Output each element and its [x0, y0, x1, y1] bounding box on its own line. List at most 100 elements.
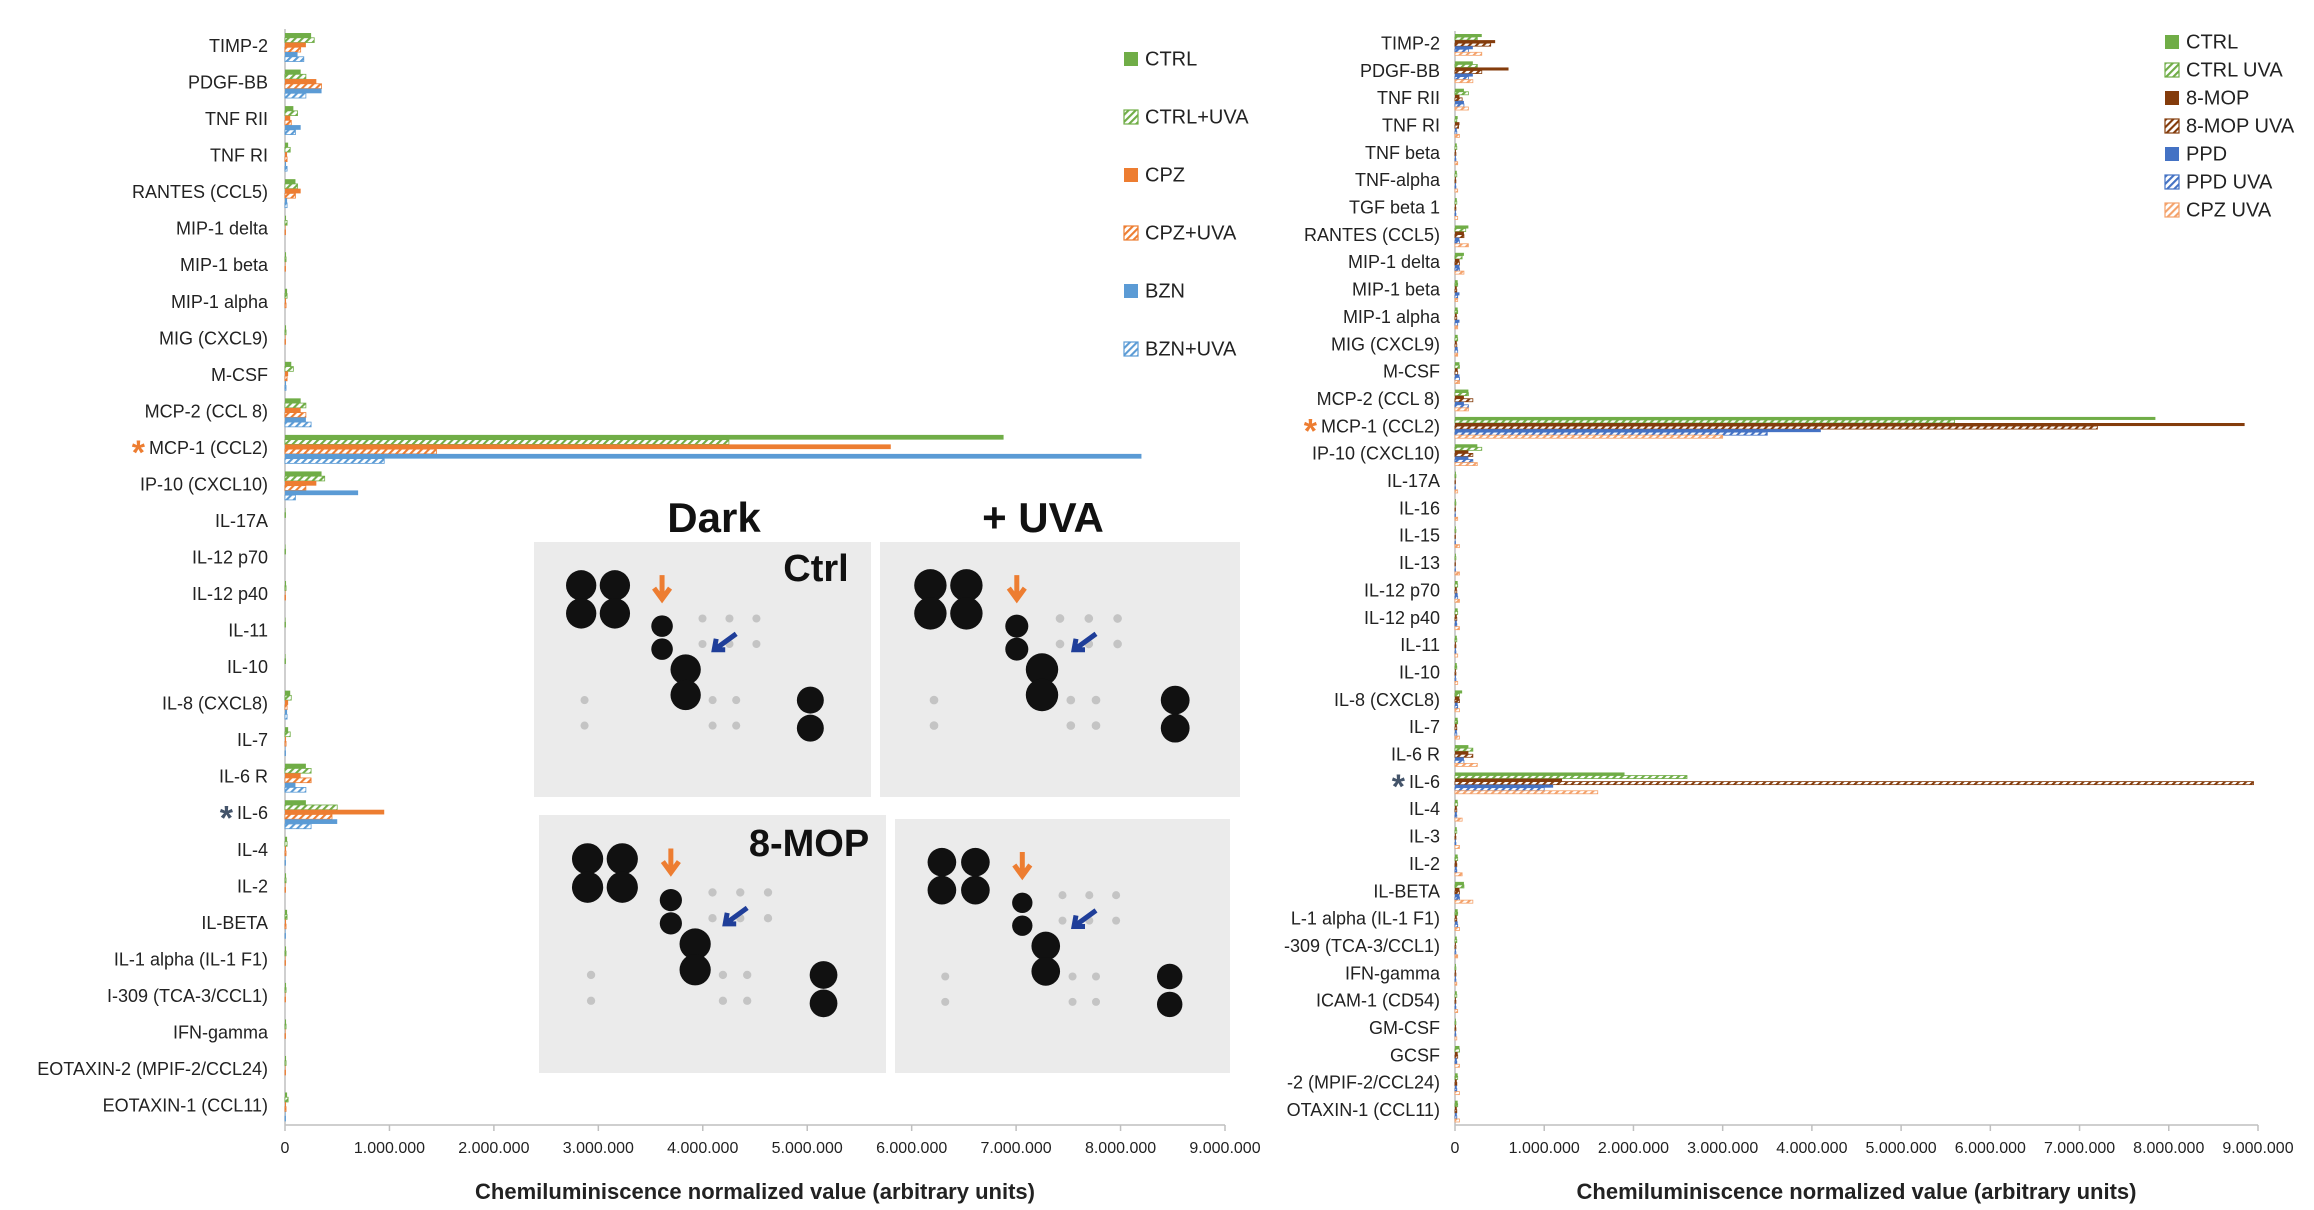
- bar: [1455, 1116, 1457, 1119]
- blot-spot: [743, 971, 751, 979]
- bar: [1455, 268, 1459, 271]
- bar: [1455, 955, 1458, 958]
- bar: [1455, 1028, 1456, 1031]
- bar: [285, 189, 301, 194]
- bar: [1455, 1092, 1459, 1095]
- bar: [1455, 900, 1473, 903]
- bar: [1455, 645, 1456, 648]
- category-label: IL-11: [1400, 635, 1440, 655]
- blot-spot: [725, 614, 733, 622]
- category-label: RANTES (CCL5): [1304, 225, 1440, 245]
- bar: [1455, 131, 1457, 134]
- bar: [1455, 371, 1458, 374]
- bar: [1455, 976, 1456, 979]
- category-label: TNF RII: [205, 109, 268, 129]
- bar: [285, 203, 287, 208]
- bar: [285, 198, 287, 203]
- bar: [285, 89, 322, 94]
- category-label: IL-6 R: [219, 767, 268, 787]
- category-label: OTAXIN-1 (CCL11): [1287, 1100, 1440, 1120]
- category-label: IL-6: [1409, 772, 1440, 792]
- bar: [1455, 845, 1459, 848]
- bar: [285, 266, 286, 271]
- category-label: MIP-1 delta: [1348, 252, 1441, 272]
- bar: [1455, 292, 1459, 295]
- bar: [1455, 146, 1457, 149]
- legend-label: CPZ: [1145, 164, 1185, 186]
- bar: [1455, 815, 1457, 818]
- bar: [1455, 1055, 1458, 1058]
- bar: [1455, 162, 1458, 165]
- bar: [1455, 61, 1473, 64]
- bar: [1455, 776, 1687, 779]
- bar: [1455, 666, 1457, 669]
- bar: [1455, 1000, 1456, 1003]
- bar: [285, 961, 286, 966]
- bar: [1455, 134, 1459, 137]
- bar: [1455, 408, 1468, 411]
- category-label: I-309 (TCA-3/CCL1): [107, 986, 268, 1006]
- blot-spot: [961, 848, 990, 877]
- blot-spot: [1084, 614, 1093, 623]
- bar: [1455, 861, 1457, 864]
- legend-swatch: [1124, 226, 1138, 240]
- bar: [285, 43, 306, 48]
- bar: [1455, 1110, 1457, 1113]
- category-label: TNF RI: [210, 146, 268, 166]
- bar: [285, 888, 286, 893]
- bar: [285, 1029, 286, 1034]
- bar: [285, 856, 286, 861]
- blot-spot: [1066, 696, 1075, 705]
- category-label: IL-12 p70: [192, 547, 268, 567]
- category-label: MCP-2 (CCL 8): [1317, 389, 1440, 409]
- category-label: IL-2: [1409, 854, 1440, 874]
- bar: [1455, 545, 1459, 548]
- category-label: IL-4: [237, 840, 268, 860]
- bar: [285, 586, 286, 591]
- bar: [285, 705, 287, 710]
- bar: [1455, 618, 1457, 621]
- bar: [1455, 289, 1457, 292]
- bar: [1455, 335, 1458, 338]
- blot-spot: [928, 848, 957, 877]
- blot-spot: [660, 912, 682, 934]
- bar: [1455, 621, 1457, 624]
- bar: [1455, 326, 1458, 329]
- bar: [1455, 453, 1473, 456]
- bar: [1455, 1079, 1457, 1082]
- category-label: IL-8 (CXCL8): [1334, 690, 1440, 710]
- bar: [285, 454, 1141, 459]
- blot-spot: [797, 687, 824, 714]
- category-label: MIP-1 alpha: [1343, 307, 1441, 327]
- bar: [1455, 353, 1458, 356]
- blot-spot: [752, 614, 760, 622]
- category-label: GCSF: [1390, 1045, 1440, 1065]
- bar: [1455, 593, 1458, 596]
- bar: [1455, 897, 1459, 900]
- bar: [285, 983, 286, 988]
- bar: [1455, 317, 1457, 320]
- bar: [285, 52, 298, 57]
- bar: [1455, 730, 1457, 733]
- bar: [1455, 842, 1456, 845]
- category-label: IL-17A: [215, 511, 268, 531]
- bar: [1455, 572, 1459, 575]
- bar: [1455, 1049, 1459, 1052]
- bar: [285, 225, 286, 230]
- bar: [285, 220, 287, 225]
- blot-spot: [587, 997, 595, 1005]
- bar: [1455, 526, 1456, 529]
- bar: [1455, 833, 1456, 836]
- bar: [285, 1116, 286, 1121]
- bar: [1455, 703, 1458, 706]
- blot-spot: [581, 722, 589, 730]
- bar: [285, 330, 286, 335]
- bar: [1455, 74, 1473, 77]
- bar: [285, 837, 287, 842]
- bar: [1455, 788, 1544, 791]
- bar: [1455, 693, 1459, 696]
- bar: [285, 398, 301, 403]
- bar: [285, 618, 286, 623]
- bar: [285, 819, 337, 824]
- bar: [1455, 1082, 1457, 1085]
